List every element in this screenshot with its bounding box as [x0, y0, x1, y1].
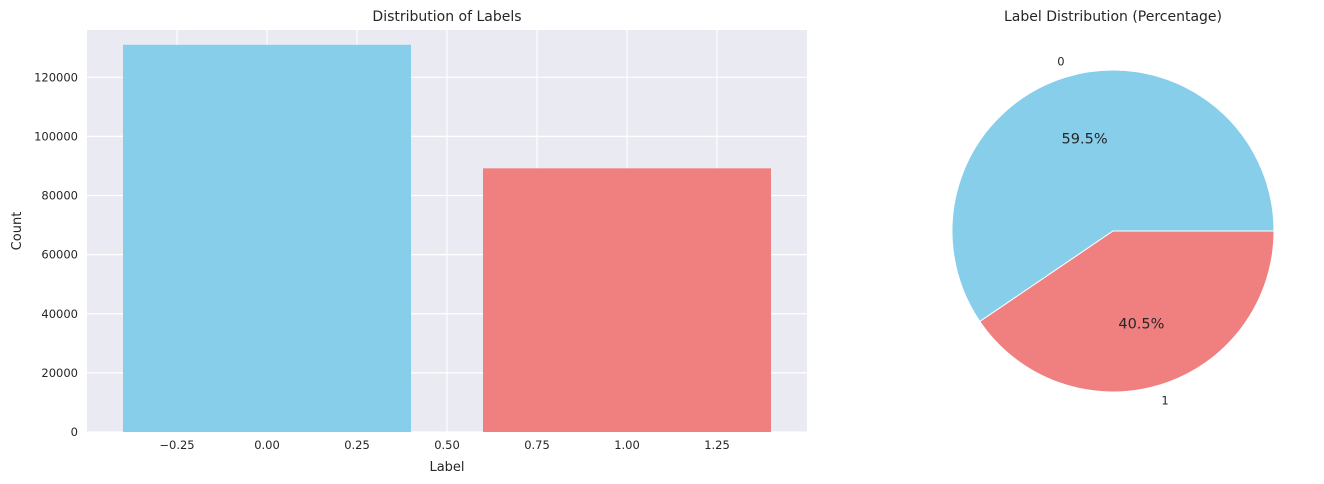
bar-chart-y-tick-label: 40000	[41, 307, 78, 321]
bar-chart-y-tick-label: 120000	[34, 70, 78, 84]
pie-category-label: 0	[1057, 55, 1064, 69]
bar-chart-x-tick-label: 1.00	[614, 438, 640, 452]
pie-chart-labels: 59.5% 0 40.5% 1	[1057, 55, 1168, 408]
bar-chart-x-tick-label: 1.25	[704, 438, 730, 452]
bar-chart-x-tick-label: 0.25	[344, 438, 370, 452]
bar-chart-x-ticks: −0.25 0.00 0.25 0.50 0.75 1.00 1.25	[159, 438, 729, 452]
bar-chart: −0.25 0.00 0.25 0.50 0.75 1.00 1.25 0 20000 4000…	[10, 9, 807, 475]
pie-slice-1	[979, 230, 1275, 393]
bar-chart-title: Distribution of Labels	[372, 9, 521, 25]
pie-chart-title: Label Distribution (Percentage)	[1004, 9, 1222, 25]
bar-label-1	[483, 168, 771, 432]
pie-category-label: 1	[1161, 393, 1168, 407]
bar-chart-bars	[123, 44, 771, 432]
bar-chart-x-axis-label: Label	[429, 460, 464, 475]
bar-chart-x-tick-label: 0.00	[254, 438, 280, 452]
bar-chart-x-tick-label: 0.50	[434, 438, 460, 452]
bar-chart-x-tick-label: 0.75	[524, 438, 550, 452]
pie-percent-label: 40.5%	[1118, 316, 1164, 332]
pie-chart-slices	[951, 69, 1275, 393]
bar-chart-y-tick-label: 60000	[41, 248, 78, 262]
bar-chart-y-tick-label: 0	[71, 425, 78, 439]
bar-chart-y-ticks: 0 20000 40000 60000 80000 100000 120000	[34, 70, 78, 439]
pie-percent-label: 59.5%	[1062, 132, 1108, 148]
bar-chart-y-tick-label: 100000	[34, 129, 78, 143]
pie-slice-0	[951, 69, 1275, 323]
bar-chart-y-tick-label: 80000	[41, 189, 78, 203]
pie-chart: Label Distribution (Percentage) 59.5% 0 40…	[951, 9, 1275, 408]
bar-chart-y-tick-label: 20000	[41, 366, 78, 380]
bar-label-0	[123, 44, 411, 432]
bar-chart-y-axis-label: Count	[10, 212, 25, 251]
bar-chart-x-tick-label: −0.25	[159, 438, 194, 452]
